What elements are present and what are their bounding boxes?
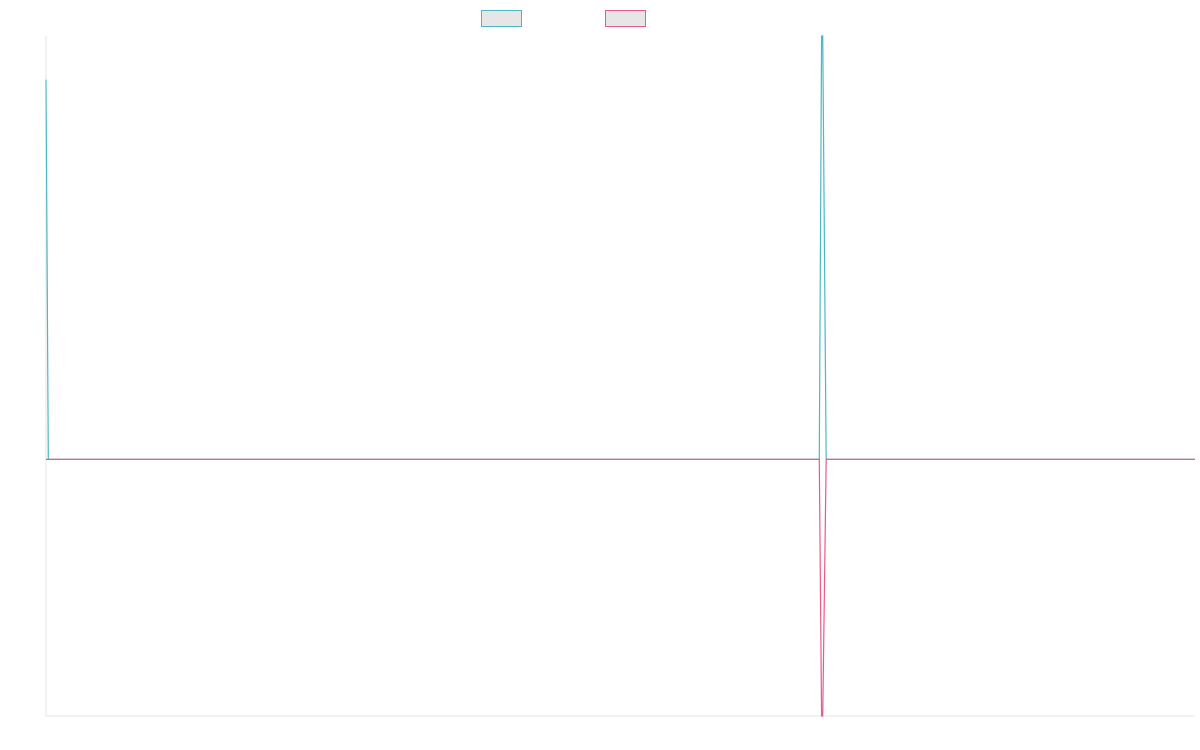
series-line-1 <box>45 35 1195 460</box>
legend-swatch-1[interactable] <box>481 10 522 27</box>
legend-swatch-2[interactable] <box>605 10 646 27</box>
axes <box>45 36 1195 717</box>
legend <box>481 10 646 27</box>
series-layer <box>45 35 1195 717</box>
series-line-2 <box>46 458 1195 717</box>
